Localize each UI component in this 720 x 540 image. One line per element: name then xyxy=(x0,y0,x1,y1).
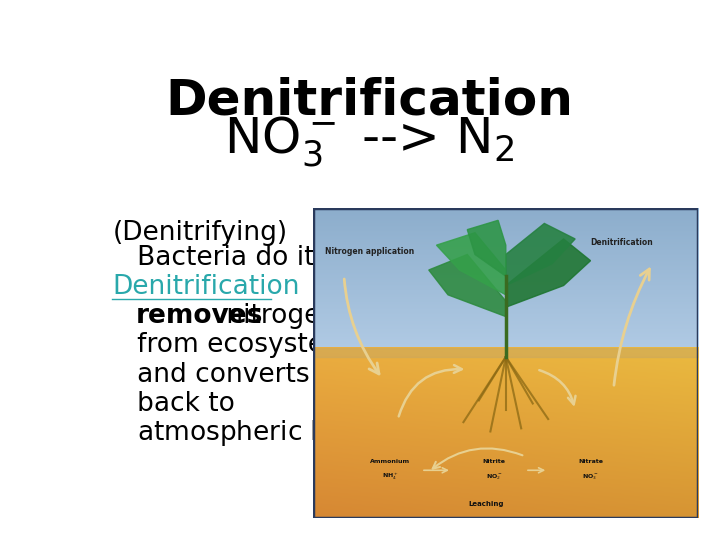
Text: Ammonium: Ammonium xyxy=(370,458,410,463)
Text: NO$_3^-$ --> N$_2$: NO$_3^-$ --> N$_2$ xyxy=(224,114,514,169)
Text: and converts it: and converts it xyxy=(112,362,336,388)
Polygon shape xyxy=(467,220,505,276)
Text: Denitrification: Denitrification xyxy=(165,76,573,124)
Polygon shape xyxy=(429,254,505,316)
Text: Nitrite: Nitrite xyxy=(482,458,505,463)
Text: NO$_3^-$: NO$_3^-$ xyxy=(582,472,599,482)
Text: back to: back to xyxy=(112,390,235,417)
Text: NH$_4^+$: NH$_4^+$ xyxy=(382,471,398,482)
Text: Bacteria do it.: Bacteria do it. xyxy=(112,245,323,271)
Text: Leaching: Leaching xyxy=(469,501,504,507)
Text: Nitrogen application: Nitrogen application xyxy=(325,247,414,256)
Text: atmospheric N$_2$.: atmospheric N$_2$. xyxy=(112,418,351,448)
Polygon shape xyxy=(505,224,575,286)
Text: Nitrate: Nitrate xyxy=(578,458,603,463)
Text: (Denitrifying): (Denitrifying) xyxy=(112,220,287,246)
Text: from ecosystems,: from ecosystems, xyxy=(112,333,372,359)
Text: Denitrification: Denitrification xyxy=(590,238,653,247)
Text: Denitrification: Denitrification xyxy=(112,274,300,300)
Polygon shape xyxy=(436,233,505,295)
Text: NO$_2^-$: NO$_2^-$ xyxy=(486,472,503,482)
Polygon shape xyxy=(505,239,590,307)
Text: nitrogen: nitrogen xyxy=(218,303,338,329)
Text: removes: removes xyxy=(136,303,263,329)
